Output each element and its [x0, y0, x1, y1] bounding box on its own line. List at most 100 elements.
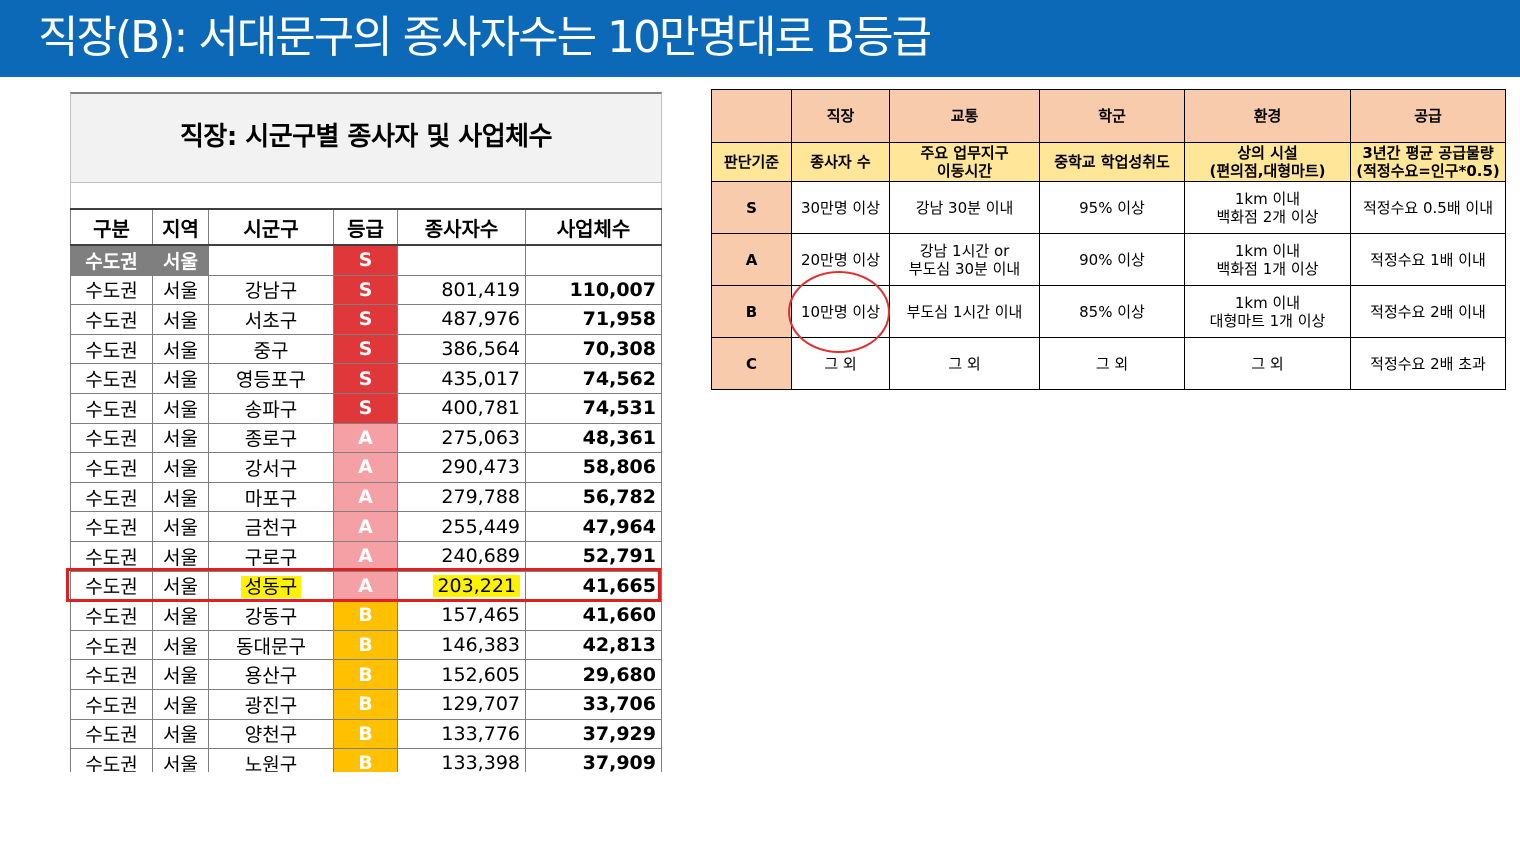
highlighted-district: 성동구 [240, 576, 302, 599]
criteria-cell: 90% 이상 [1039, 233, 1185, 286]
highlight-box [66, 568, 661, 602]
cell-region: 서울 [152, 274, 209, 306]
criteria-cell: 강남 1시간 or 부도심 30분 이내 [889, 233, 1040, 286]
cell-district: 양천구 [208, 718, 334, 750]
cell-grade: B [333, 718, 398, 750]
cell-employees: 487,976 [397, 304, 526, 335]
criteria-corner [711, 89, 792, 143]
criteria-cell: 1km 이내 대형마트 1개 이상 [1184, 285, 1351, 338]
cell-grade: S [333, 304, 398, 335]
cell-employees: 203,221 [397, 570, 526, 602]
cell-businesses: 58,806 [525, 452, 662, 483]
cell-region: 서울 [152, 452, 209, 483]
criteria-cell: 그 외 [889, 337, 1040, 390]
cell-grade: B [333, 600, 398, 631]
table-row: 수도권 서울 동대문구 B 146,383 42,813 [70, 629, 662, 661]
cell-employees: 240,689 [397, 540, 526, 572]
col-header-district: 시군구 [208, 208, 334, 246]
cell-district: 중구 [208, 333, 334, 365]
cell-region: 서울 [152, 629, 209, 661]
criteria-cell: 강남 30분 이내 [889, 181, 1040, 234]
table-row: 수도권 서울 노원구 B 133,398 37,909 [70, 748, 662, 772]
cell-employees: 133,398 [397, 748, 526, 772]
cell-district: 강서구 [208, 452, 334, 483]
cell-businesses: 37,909 [525, 748, 662, 772]
cell-region: 서울 [152, 511, 209, 542]
cell-region: 서울 [152, 748, 209, 772]
sheet-title: 직장: 시군구별 종사자 및 사업체수 [180, 122, 553, 152]
criteria-grade-label: C [711, 337, 792, 390]
cell-grade: A [333, 481, 398, 513]
cell-employees: 290,473 [397, 452, 526, 483]
table-row: 수도권 서울 광진구 B 129,707 33,706 [70, 688, 662, 720]
table-row: 수도권 서울 종로구 A 275,063 48,361 [70, 422, 662, 454]
cell-employees: 279,788 [397, 481, 526, 513]
cell-grade: A [333, 422, 398, 454]
cell-region: 서울 [152, 304, 209, 335]
criteria-cell: 적정수요 2배 초과 [1350, 337, 1506, 390]
cell-region: 서울 [152, 363, 209, 394]
summary-businesses [525, 244, 662, 276]
cell-division: 수도권 [70, 718, 153, 750]
criteria-cell: 적정수요 1배 이내 [1350, 233, 1506, 286]
employment-table: 구분 지역 시군구 등급 종사자수 사업체수 수도권 서울 S 수도권 서울 강남구… [70, 208, 662, 772]
criteria-basis-label: 판단기준 [711, 142, 792, 182]
criteria-cell: 부도심 1시간 이내 [889, 285, 1040, 338]
cell-businesses: 56,782 [525, 481, 662, 513]
cell-employees: 275,063 [397, 422, 526, 454]
cell-employees: 386,564 [397, 333, 526, 365]
cell-grade: S [333, 363, 398, 394]
cell-district: 송파구 [208, 392, 334, 424]
criteria-category: 환경 [1184, 89, 1351, 143]
cell-grade: B [333, 659, 398, 690]
table-row: 수도권 서울 영등포구 S 435,017 74,562 [70, 363, 662, 394]
cell-employees: 400,781 [397, 392, 526, 424]
col-header-businesses: 사업체수 [525, 208, 662, 246]
table-row: 수도권 서울 강동구 B 157,465 41,660 [70, 600, 662, 631]
cell-employees: 435,017 [397, 363, 526, 394]
cell-region: 서울 [152, 422, 209, 454]
cell-grade: S [333, 333, 398, 365]
cell-businesses: 41,660 [525, 600, 662, 631]
sheet-spacer [70, 182, 662, 208]
cell-region: 서울 [152, 688, 209, 720]
cell-region: 서울 [152, 481, 209, 513]
cell-businesses: 47,964 [525, 511, 662, 542]
cell-employees: 801,419 [397, 274, 526, 306]
cell-grade: A [333, 452, 398, 483]
summary-row: 수도권 서울 S [70, 244, 662, 276]
cell-division: 수도권 [70, 600, 153, 631]
summary-grade: S [333, 244, 398, 276]
cell-division: 수도권 [70, 540, 153, 572]
cell-businesses: 110,007 [525, 274, 662, 306]
cell-grade: B [333, 688, 398, 720]
col-header-employees: 종사자수 [397, 208, 526, 246]
cell-division: 수도권 [70, 304, 153, 335]
cell-businesses: 52,791 [525, 540, 662, 572]
cell-businesses: 74,531 [525, 392, 662, 424]
cell-district: 강남구 [208, 274, 334, 306]
cell-businesses: 37,929 [525, 718, 662, 750]
table-row: 수도권 서울 양천구 B 133,776 37,929 [70, 718, 662, 750]
employment-sheet: 직장: 시군구별 종사자 및 사업체수 구분 지역 시군구 등급 종사자수 사업… [70, 92, 662, 772]
cell-grade: B [333, 748, 398, 772]
cell-businesses: 42,813 [525, 629, 662, 661]
cell-division: 수도권 [70, 570, 153, 602]
criteria-cell: 85% 이상 [1039, 285, 1185, 338]
criteria-cell: 적정수요 0.5배 이내 [1350, 181, 1506, 234]
cell-employees: 129,707 [397, 688, 526, 720]
summary-region: 서울 [152, 244, 209, 276]
criteria-cell: 20만명 이상 [791, 233, 890, 286]
cell-region: 서울 [152, 600, 209, 631]
cell-district: 강동구 [208, 600, 334, 631]
cell-district: 마포구 [208, 481, 334, 513]
col-header-region: 지역 [152, 208, 209, 246]
cell-employees: 133,776 [397, 718, 526, 750]
cell-division: 수도권 [70, 629, 153, 661]
criteria-basis: 주요 업무지구 이동시간 [889, 142, 1040, 182]
cell-employees: 152,605 [397, 659, 526, 690]
criteria-grade-row: S 30만명 이상 강남 30분 이내 95% 이상 1km 이내 백화점 2개 이상 적정… [711, 181, 1506, 234]
cell-division: 수도권 [70, 481, 153, 513]
cell-region: 서울 [152, 540, 209, 572]
